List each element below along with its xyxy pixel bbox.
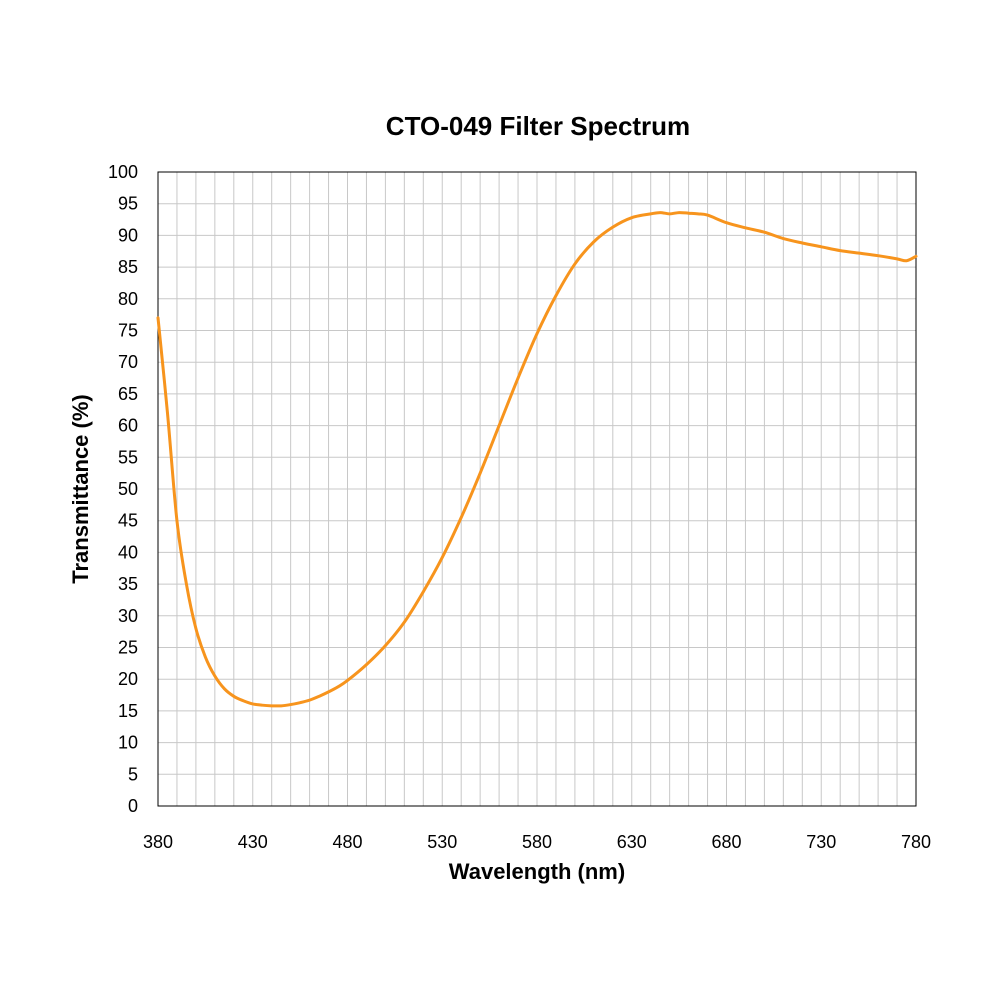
series-layer [156,211,918,708]
x-tick-label: 630 [617,832,647,852]
x-tick-label: 680 [711,832,741,852]
x-tick-label: 480 [332,832,362,852]
y-tick-label: 55 [118,447,138,467]
plot-frame [157,171,917,807]
x-tick-labels: 380 430 480 530 580 630 680 730 780 [143,832,931,852]
y-tick-label: 20 [118,669,138,689]
y-tick-label: 90 [118,225,138,245]
y-tick-labels: 0 5 10 15 20 25 30 35 40 45 50 55 60 65 70 75 80 85 90 95 10… [108,162,138,816]
y-tick-label: 80 [118,289,138,309]
y-tick-label: 15 [118,701,138,721]
y-tick-label: 5 [128,764,138,784]
y-tick-label: 100 [108,162,138,182]
y-tick-label: 25 [118,638,138,658]
transmittance-series-line [156,211,918,708]
x-axis-label: Wavelength (nm) [449,859,625,884]
y-tick-label: 35 [118,574,138,594]
x-tick-label: 380 [143,832,173,852]
y-tick-label: 65 [118,384,138,404]
y-axis-label: Transmittance (%) [68,394,93,584]
x-tick-label: 780 [901,832,931,852]
y-tick-label: 95 [118,194,138,214]
y-tick-label: 40 [118,542,138,562]
x-tick-label: 730 [806,832,836,852]
x-tick-label: 580 [522,832,552,852]
y-tick-label: 0 [128,796,138,816]
y-tick-label: 75 [118,321,138,341]
gridlines [158,172,916,806]
y-tick-label: 10 [118,733,138,753]
y-tick-label: 70 [118,352,138,372]
y-tick-label: 50 [118,479,138,499]
chart-title: CTO-049 Filter Spectrum [386,111,690,141]
y-tick-label: 60 [118,416,138,436]
y-tick-label: 45 [118,511,138,531]
y-tick-label: 85 [118,257,138,277]
x-tick-label: 530 [427,832,457,852]
y-tick-label: 30 [118,606,138,626]
x-tick-label: 430 [238,832,268,852]
